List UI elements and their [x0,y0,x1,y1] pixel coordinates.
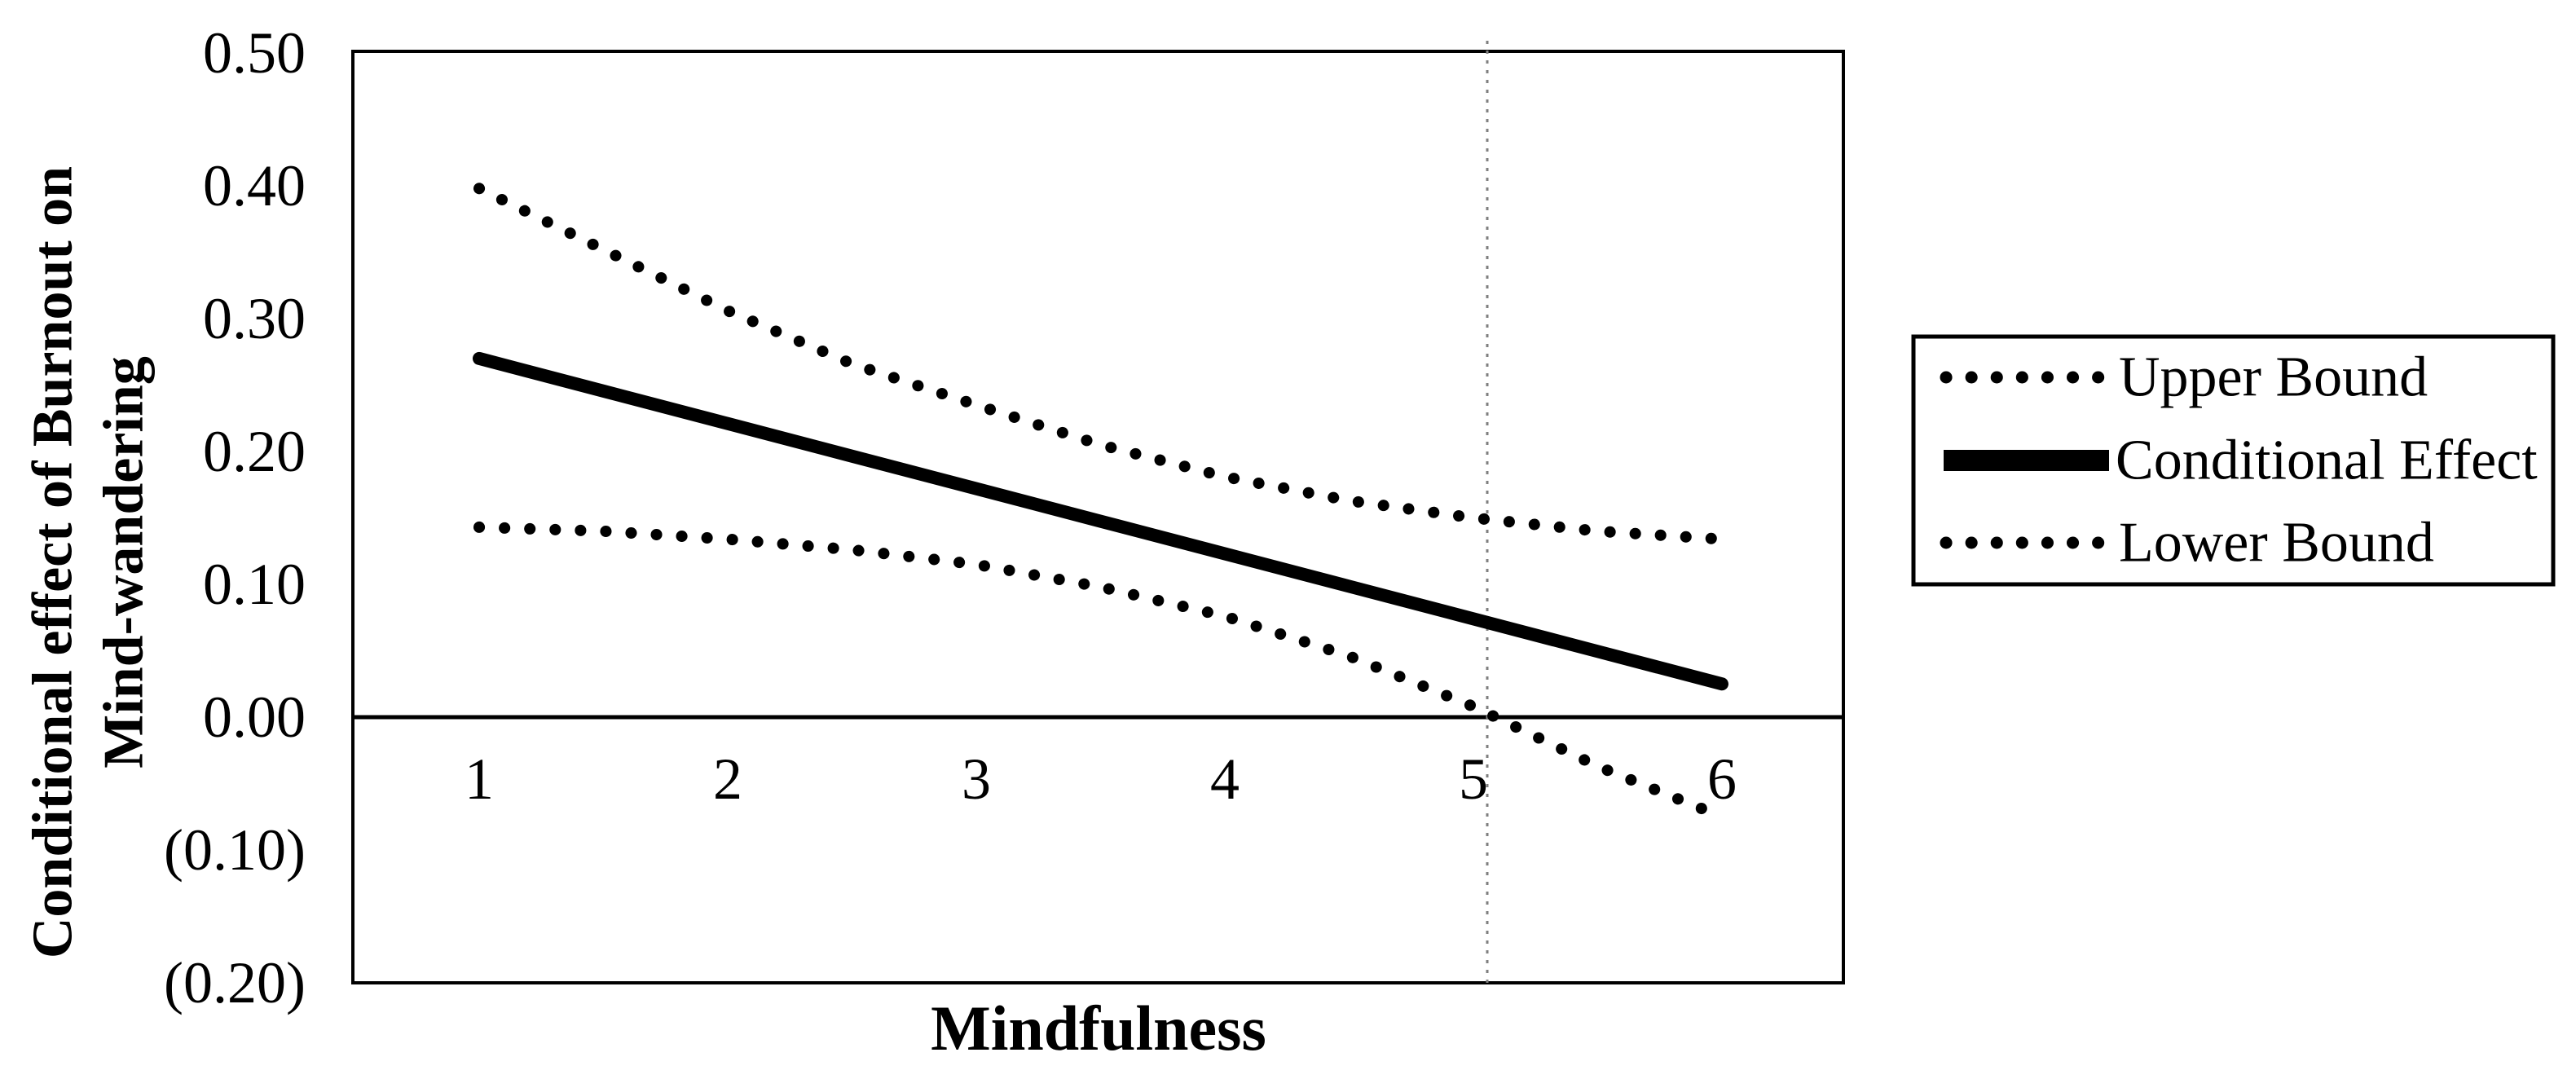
y-tick-label: 0.40 [203,153,306,218]
legend: Upper Bound Conditional Effect Lower Bou… [1911,334,2556,587]
legend-label-conditional-effect: Conditional Effect [2116,429,2538,492]
x-tick-label: 3 [962,746,991,812]
legend-item-lower-bound: Lower Bound [1940,512,2434,575]
legend-label-lower-bound: Lower Bound [2119,512,2434,575]
y-tick-label: 0.10 [203,552,306,617]
y-tick-labels: 0.50 0.40 0.30 0.20 0.10 0.00 (0.10) (0.20) [164,20,306,1015]
y-tick-label: 0.00 [203,685,306,750]
y-tick-label: (0.10) [164,817,306,883]
x-tick-label: 5 [1459,746,1488,812]
legend-item-conditional-effect: Conditional Effect [1944,429,2538,492]
x-tick-label: 6 [1707,746,1737,812]
legend-label-upper-bound: Upper Bound [2119,346,2428,409]
x-tick-labels: 1 2 3 4 5 6 [465,746,1737,812]
x-tick-label: 2 [713,746,742,812]
upper-bound-line [473,183,1728,545]
y-tick-label: (0.20) [164,950,306,1015]
y-tick-label: 0.50 [203,20,306,86]
y-axis-title-line2: Mind-wandering [93,356,156,769]
y-tick-label: 0.20 [203,419,306,484]
x-tick-label: 4 [1210,746,1240,812]
series-group [473,183,1728,823]
y-tick-label: 0.30 [203,286,306,351]
plot-frame [351,50,1845,984]
x-tick-label: 1 [465,746,494,812]
legend-item-upper-bound: Upper Bound [1940,346,2428,409]
x-axis-title: Mindfulness [931,993,1266,1064]
y-axis-title-line1: Conditional effect of Burnout on [22,166,85,958]
conditional-effect-line [473,351,1728,691]
lower-bound-line [473,521,1728,823]
